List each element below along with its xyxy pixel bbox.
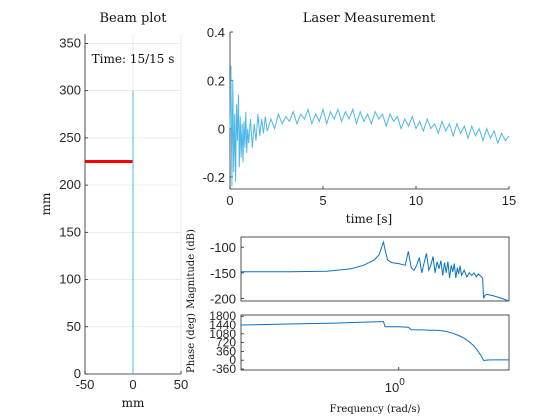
beam-x-label: mm xyxy=(122,396,145,410)
bode-phase-y-tick-label: 0 xyxy=(229,353,236,367)
bode-phase-y-tick-label: -360 xyxy=(212,362,236,376)
laser-x-tick-label: 5 xyxy=(319,193,326,208)
bode-magnitude-y-tick-label: -200 xyxy=(210,291,236,306)
bode-x-tick-label: 100 xyxy=(385,377,405,395)
bode-magnitude-ticks: -100 -150 -200 xyxy=(210,240,244,306)
laser-axes xyxy=(229,32,509,190)
bode-phase-y-label: Phase (deg) xyxy=(186,313,197,373)
laser-y-tick-label: 0 xyxy=(218,122,225,137)
bode-phase-y-tick-label: 720 xyxy=(216,336,236,350)
bode-x-label: Frequency (rad/s) xyxy=(330,404,421,415)
bode-magnitude-plot: -100 -150 -200 Magnitude (dB) xyxy=(186,229,510,309)
laser-y-tick-label: 0.4 xyxy=(207,25,225,40)
bode-magnitude-y-tick-label: -150 xyxy=(210,266,236,281)
laser-plot: 0 5 10 15-0.200.20.4 Laser Measurement time… xyxy=(203,11,517,226)
beam-y-tick-label: 100 xyxy=(59,272,81,287)
laser-series-line xyxy=(229,65,510,187)
beam-x-tick-label: 50 xyxy=(174,377,188,392)
beam-y-tick-label: 150 xyxy=(59,224,81,239)
laser-plot-title: Laser Measurement xyxy=(303,11,436,26)
laser-y-tick-label: -0.2 xyxy=(203,170,225,185)
beam-plot-title: Beam plot xyxy=(100,11,168,26)
bode-magnitude-y-tick-label: -100 xyxy=(210,240,236,255)
bode-phase-y-tick-label: 1440 xyxy=(209,318,236,332)
bode-phase-line xyxy=(240,321,509,362)
beam-time-annotation: Time: 15/15 s xyxy=(92,52,175,66)
beam-y-label: mm xyxy=(39,192,53,215)
beam-x-tick-label: 0 xyxy=(129,377,136,392)
beam-y-tick-label: 250 xyxy=(59,130,81,145)
laser-x-tick-label: 10 xyxy=(409,193,423,208)
bode-phase-frame xyxy=(240,314,510,371)
beam-y-tick-label: 350 xyxy=(59,35,81,50)
bode-magnitude-frame xyxy=(240,236,510,302)
laser-x-tick-label: 0 xyxy=(226,193,233,208)
bode-phase-y-tick-label: 1080 xyxy=(209,327,236,341)
bode-x-tick-exponent: 0 xyxy=(399,377,405,388)
beam-y-tick-label: 300 xyxy=(59,83,81,98)
beam-y-tick-label: 50 xyxy=(67,319,81,334)
beam-y-tick-label: 0 xyxy=(74,366,81,381)
beam-y-tick-label: 200 xyxy=(59,177,81,192)
laser-x-label: time [s] xyxy=(346,212,392,226)
laser-ticks: 0 5 10 15-0.200.20.4 xyxy=(203,25,517,208)
bode-phase-y-tick-label: 360 xyxy=(216,344,236,358)
beam-x-tick-label: -50 xyxy=(76,377,95,392)
bode-magnitude-line xyxy=(241,240,510,302)
bode-magnitude-y-label: Magnitude (dB) xyxy=(186,229,197,309)
laser-y-tick-label: 0.2 xyxy=(207,73,225,88)
laser-x-tick-label: 15 xyxy=(502,193,516,208)
bode-phase-y-tick-label: 1800 xyxy=(209,309,236,323)
